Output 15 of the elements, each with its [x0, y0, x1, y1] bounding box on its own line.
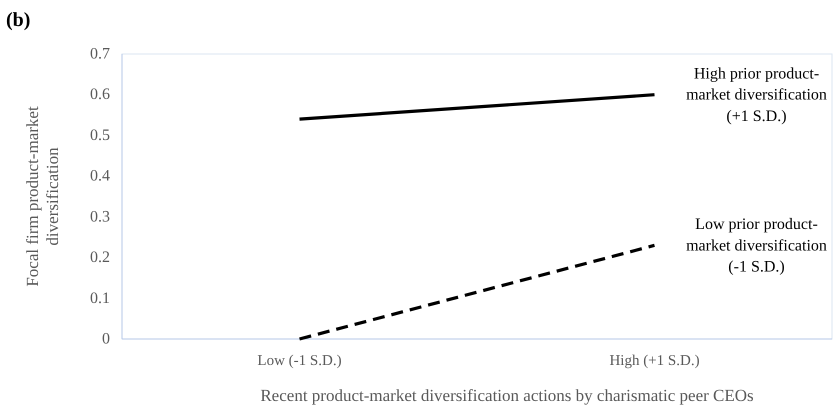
y-tick-label: 0.7 [90, 46, 110, 62]
x-tick-label: Low (-1 S.D.) [257, 353, 342, 369]
chart-title: (b) [6, 9, 30, 31]
y-tick-label: 0.4 [90, 168, 110, 185]
y-tick-label: 0.5 [90, 126, 110, 144]
y-tick-label: 0 [102, 330, 110, 348]
series-label: Low prior product-market diversification (-1 S.D.) [686, 216, 827, 275]
y-tick-label: 0.2 [90, 249, 110, 266]
y-tick-label: 0.1 [90, 290, 110, 307]
x-tick-label: High (+1 S.D.) [609, 353, 700, 369]
y-tick-label: 0.3 [90, 208, 110, 226]
x-axis-title: Recent product-market diversification actions by charismatic peer CEOs [260, 386, 754, 405]
series-label: High prior product-market diversification (+1 S.D.) [686, 65, 827, 124]
y-tick-label: 0.6 [90, 86, 110, 104]
y-axis-title: Focal firm product-market diversification [23, 106, 62, 287]
